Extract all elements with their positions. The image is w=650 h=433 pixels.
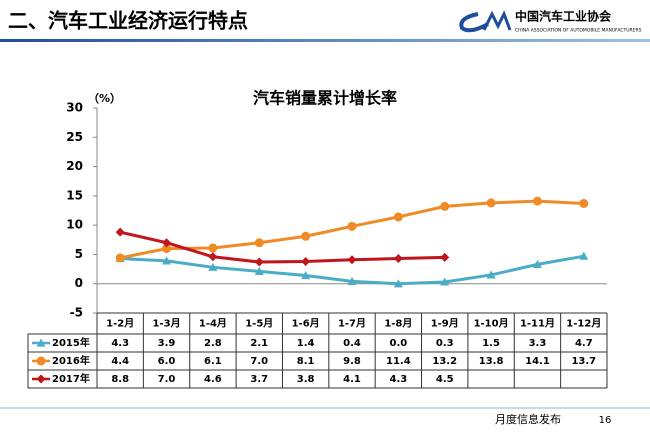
- x-tick-label: 1-11月: [520, 318, 555, 330]
- point: [347, 276, 357, 285]
- y-tick-label: 25: [66, 130, 83, 144]
- point: [532, 196, 542, 206]
- data-label: 9.8: [343, 356, 361, 367]
- page-number: 16: [599, 415, 612, 426]
- y-tick-label: 0: [75, 276, 83, 290]
- point: [393, 279, 403, 288]
- point: [579, 251, 589, 260]
- data-label: 13.2: [432, 356, 457, 367]
- point: [486, 198, 496, 208]
- data-label: 4.6: [204, 374, 222, 385]
- data-label: 4.5: [436, 374, 454, 385]
- point: [440, 252, 450, 262]
- x-tick-label: 1-4月: [199, 318, 227, 330]
- point: [393, 212, 403, 222]
- data-label: 11.4: [386, 356, 411, 367]
- point: [208, 252, 218, 262]
- legend-marker: [36, 356, 46, 366]
- data-label: 0.3: [436, 338, 454, 349]
- chart: -5 0 5 10 15 20 25 30 1-2月 1-3月 1-4月 1-5月 1-6月 1-7月 1-…: [27, 101, 608, 389]
- point: [254, 238, 264, 248]
- logo-subtext: CHINA ASSOCIATION OF AUTOMOBILE MANUFACT…: [515, 28, 642, 34]
- y-unit: （%）: [88, 92, 121, 105]
- y-tick-label: 10: [66, 218, 83, 232]
- data-label: 3.8: [297, 374, 315, 385]
- x-tick-label: 1-3月: [153, 318, 181, 330]
- y-tick-label: 5: [75, 247, 83, 261]
- logo: [459, 10, 512, 33]
- x-tick-label: 1-2月: [106, 318, 134, 330]
- point: [440, 277, 450, 286]
- data-label: 4.3: [390, 374, 408, 385]
- x-tick-label: 1-9月: [431, 318, 459, 330]
- point: [347, 255, 357, 265]
- y-tick-label: 20: [66, 159, 83, 173]
- point: [115, 227, 125, 237]
- logo-text: 中国汽车工业协会: [515, 9, 612, 24]
- data-label: 1.5: [482, 338, 500, 349]
- y-tick-label: -5: [70, 306, 83, 320]
- data-label: 7.0: [158, 374, 176, 385]
- x-tick-label: 1-5月: [245, 318, 273, 330]
- x-tick-label: 1-12月: [566, 318, 601, 330]
- data-label: 8.8: [111, 374, 129, 385]
- point: [301, 231, 311, 241]
- point: [254, 266, 264, 276]
- data-label: 3.9: [158, 338, 176, 349]
- legend-marker: [36, 338, 46, 347]
- data-label: 4.3: [111, 338, 129, 349]
- data-label: 1.4: [297, 338, 315, 349]
- data-label: 4.1: [343, 374, 361, 385]
- data-label: 0.0: [390, 338, 408, 349]
- legend-label: 2015年: [52, 336, 90, 349]
- legend-label: 2016年: [52, 354, 90, 367]
- legend-marker: [36, 374, 46, 384]
- header-line: [0, 39, 650, 42]
- x-tick-label: 1-6月: [292, 318, 320, 330]
- point: [440, 201, 450, 211]
- point: [393, 254, 403, 264]
- point: [208, 243, 218, 253]
- data-label: 7.0: [250, 356, 268, 367]
- point: [162, 244, 172, 254]
- data-label: 3.7: [250, 374, 268, 385]
- data-label: 6.0: [158, 356, 176, 367]
- data-label: 0.4: [343, 338, 361, 349]
- point: [208, 262, 218, 271]
- point: [301, 271, 311, 280]
- point: [532, 259, 542, 268]
- y-tick-label: 30: [66, 101, 83, 115]
- data-label: 8.1: [297, 356, 315, 367]
- data-label: 4.7: [575, 338, 593, 349]
- data-label: 13.7: [571, 356, 596, 367]
- series-line: [119, 230, 445, 264]
- footer-text: 月度信息发布: [495, 412, 561, 426]
- data-label: 2.8: [204, 338, 222, 349]
- x-tick-label: 1-10月: [474, 318, 509, 330]
- data-label: 4.4: [111, 356, 129, 367]
- legend-label: 2017年: [52, 372, 90, 385]
- point: [162, 256, 172, 265]
- data-label: 3.3: [529, 338, 547, 349]
- data-label: 2.1: [250, 338, 268, 349]
- data-label: 13.8: [479, 356, 504, 367]
- point: [301, 256, 311, 266]
- point: [579, 198, 589, 208]
- point: [254, 257, 264, 267]
- point: [347, 221, 357, 231]
- data-label: 14.1: [525, 356, 550, 367]
- data-label: 6.1: [204, 356, 222, 367]
- x-tick-label: 1-7月: [338, 318, 366, 330]
- point: [162, 238, 172, 248]
- slide-title: 二、汽车工业经济运行特点: [8, 9, 248, 33]
- point: [115, 253, 125, 263]
- chart-title: 汽车销量累计增长率: [253, 89, 397, 108]
- x-tick-label: 1-8月: [384, 318, 412, 330]
- point: [486, 270, 496, 279]
- y-tick-label: 15: [66, 188, 83, 202]
